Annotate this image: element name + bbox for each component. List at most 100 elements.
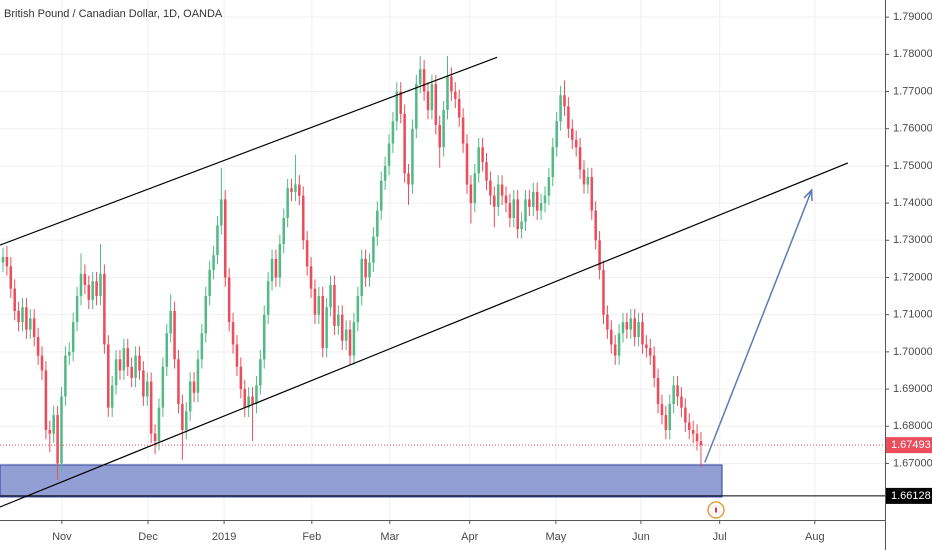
candle-body xyxy=(181,403,184,430)
candle-body xyxy=(613,344,617,356)
candle-body xyxy=(114,359,118,386)
candle-body xyxy=(422,69,426,92)
x-tick-label: Aug xyxy=(805,531,825,543)
candle-body xyxy=(352,322,356,356)
candle-body xyxy=(602,270,605,315)
candle-body xyxy=(457,98,461,118)
candle-body xyxy=(567,106,570,129)
candle-body xyxy=(21,307,24,323)
candle-body xyxy=(543,195,547,204)
candle-body xyxy=(500,184,504,196)
candle-body xyxy=(25,307,28,330)
x-tick-label: Jul xyxy=(713,531,727,543)
y-tick-label: 1.78000 xyxy=(893,48,932,60)
candle-body xyxy=(379,180,383,211)
candle-body xyxy=(255,385,258,404)
candle-body xyxy=(99,273,102,297)
candle-body xyxy=(348,329,352,356)
candle-body xyxy=(227,277,231,323)
candle-body xyxy=(481,147,484,163)
candle-body xyxy=(270,258,274,282)
candle-body xyxy=(130,366,133,378)
candle-body xyxy=(161,366,165,408)
candle-body xyxy=(684,407,687,423)
candle-body xyxy=(512,199,516,218)
arrow xyxy=(704,189,813,463)
candle-body xyxy=(71,322,75,352)
candle-body xyxy=(259,359,262,386)
candle-body xyxy=(309,266,313,289)
candle-body xyxy=(321,296,325,349)
candle-body xyxy=(645,344,648,349)
candle-body xyxy=(216,225,219,256)
candle-body xyxy=(559,95,562,122)
candle-body xyxy=(461,117,465,144)
candle-body xyxy=(520,221,523,230)
candle-body xyxy=(52,415,55,434)
candle-body xyxy=(317,296,321,315)
candle-body xyxy=(196,359,200,393)
y-tick-label: 1.74000 xyxy=(893,197,932,209)
candle-body xyxy=(415,84,418,129)
candle-body xyxy=(516,199,519,230)
candle-body xyxy=(489,180,492,196)
candle-body xyxy=(208,270,211,297)
candle-body xyxy=(594,210,597,241)
candle-body xyxy=(165,333,169,367)
candle-body xyxy=(110,385,114,408)
candle-body xyxy=(118,359,122,371)
candle-body xyxy=(372,236,375,263)
candle-body xyxy=(1,257,5,263)
candle-body xyxy=(582,169,586,185)
candle-body xyxy=(5,257,9,267)
candle-body xyxy=(387,143,391,166)
zone xyxy=(0,464,723,498)
candle-body xyxy=(169,310,172,334)
x-tick-label: Feb xyxy=(302,531,321,543)
candle-body xyxy=(126,348,130,367)
candle-body xyxy=(153,433,157,442)
y-tick-label: 1.79000 xyxy=(893,11,932,23)
level-label-box xyxy=(886,487,932,504)
candle-body xyxy=(17,310,20,323)
candle-body xyxy=(399,91,402,114)
candle-body xyxy=(40,355,44,371)
candle-body xyxy=(563,95,566,107)
candle-body xyxy=(695,433,699,442)
candle-body xyxy=(340,314,344,341)
candle-body xyxy=(364,258,367,278)
candle-body xyxy=(477,147,480,174)
candle-body xyxy=(107,344,110,408)
candle-body xyxy=(282,217,286,245)
candle-body xyxy=(446,76,449,111)
x-tick-label: Dec xyxy=(138,531,158,543)
candle-body xyxy=(606,314,609,330)
candle-body xyxy=(204,296,208,334)
x-tick-label: Nov xyxy=(52,531,72,543)
candle-body xyxy=(547,177,551,196)
candle-body xyxy=(266,281,270,315)
candle-body xyxy=(231,322,235,345)
candle-body xyxy=(68,351,71,356)
candle-body xyxy=(641,322,644,345)
candle-body xyxy=(290,188,293,192)
candle-body xyxy=(146,381,149,397)
candle-body xyxy=(578,147,582,170)
y-tick-label: 1.73000 xyxy=(893,234,932,246)
candle-body xyxy=(333,284,336,326)
candle-body xyxy=(91,281,94,300)
y-tick-label: 1.72000 xyxy=(893,271,932,283)
candle-body xyxy=(157,407,161,442)
candle-body xyxy=(278,244,282,278)
candle-body xyxy=(383,165,387,181)
candle-body xyxy=(36,336,40,356)
arrow-head xyxy=(803,188,813,202)
candle-body xyxy=(247,396,250,408)
candle-body xyxy=(493,195,496,207)
candle-body xyxy=(274,258,278,278)
candle-body xyxy=(337,314,340,326)
candle-body xyxy=(699,441,703,446)
candle-body xyxy=(122,348,126,371)
candle-body xyxy=(660,403,664,416)
